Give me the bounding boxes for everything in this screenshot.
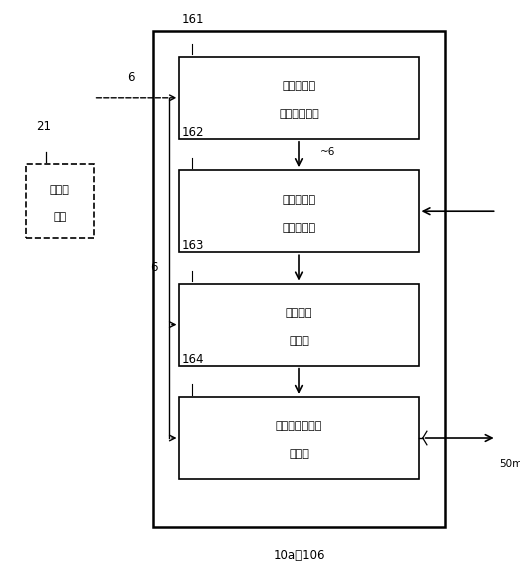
Text: ステータス: ステータス [282, 194, 316, 205]
Text: メッセージ表示: メッセージ表示 [276, 421, 322, 431]
Text: 決定部: 決定部 [289, 336, 309, 346]
Text: 161: 161 [182, 12, 204, 26]
Text: 164: 164 [182, 353, 204, 366]
Text: 装置: 装置 [53, 213, 67, 222]
Text: データ受信部: データ受信部 [279, 109, 319, 119]
Text: 10a、106: 10a、106 [273, 549, 325, 562]
Text: 21: 21 [36, 120, 51, 133]
Bar [153, 31, 445, 527]
Bar [179, 284, 419, 366]
Bar [179, 57, 419, 139]
Bar [179, 397, 419, 479]
Text: 制御部: 制御部 [289, 450, 309, 459]
Bar [179, 170, 419, 252]
Text: 162: 162 [182, 126, 204, 139]
Text: 6: 6 [127, 71, 135, 84]
Text: 表示形態: 表示形態 [286, 308, 312, 318]
Text: 50m，50F，50C1: 50m，50F，50C1 [499, 458, 520, 468]
Text: サーバ: サーバ [50, 185, 70, 195]
Text: メッセージ: メッセージ [282, 81, 316, 91]
Bar [26, 164, 94, 238]
Text: 163: 163 [182, 239, 204, 252]
Text: チェック部: チェック部 [282, 223, 316, 232]
Text: 6: 6 [150, 261, 158, 274]
Text: ~6: ~6 [320, 147, 335, 156]
